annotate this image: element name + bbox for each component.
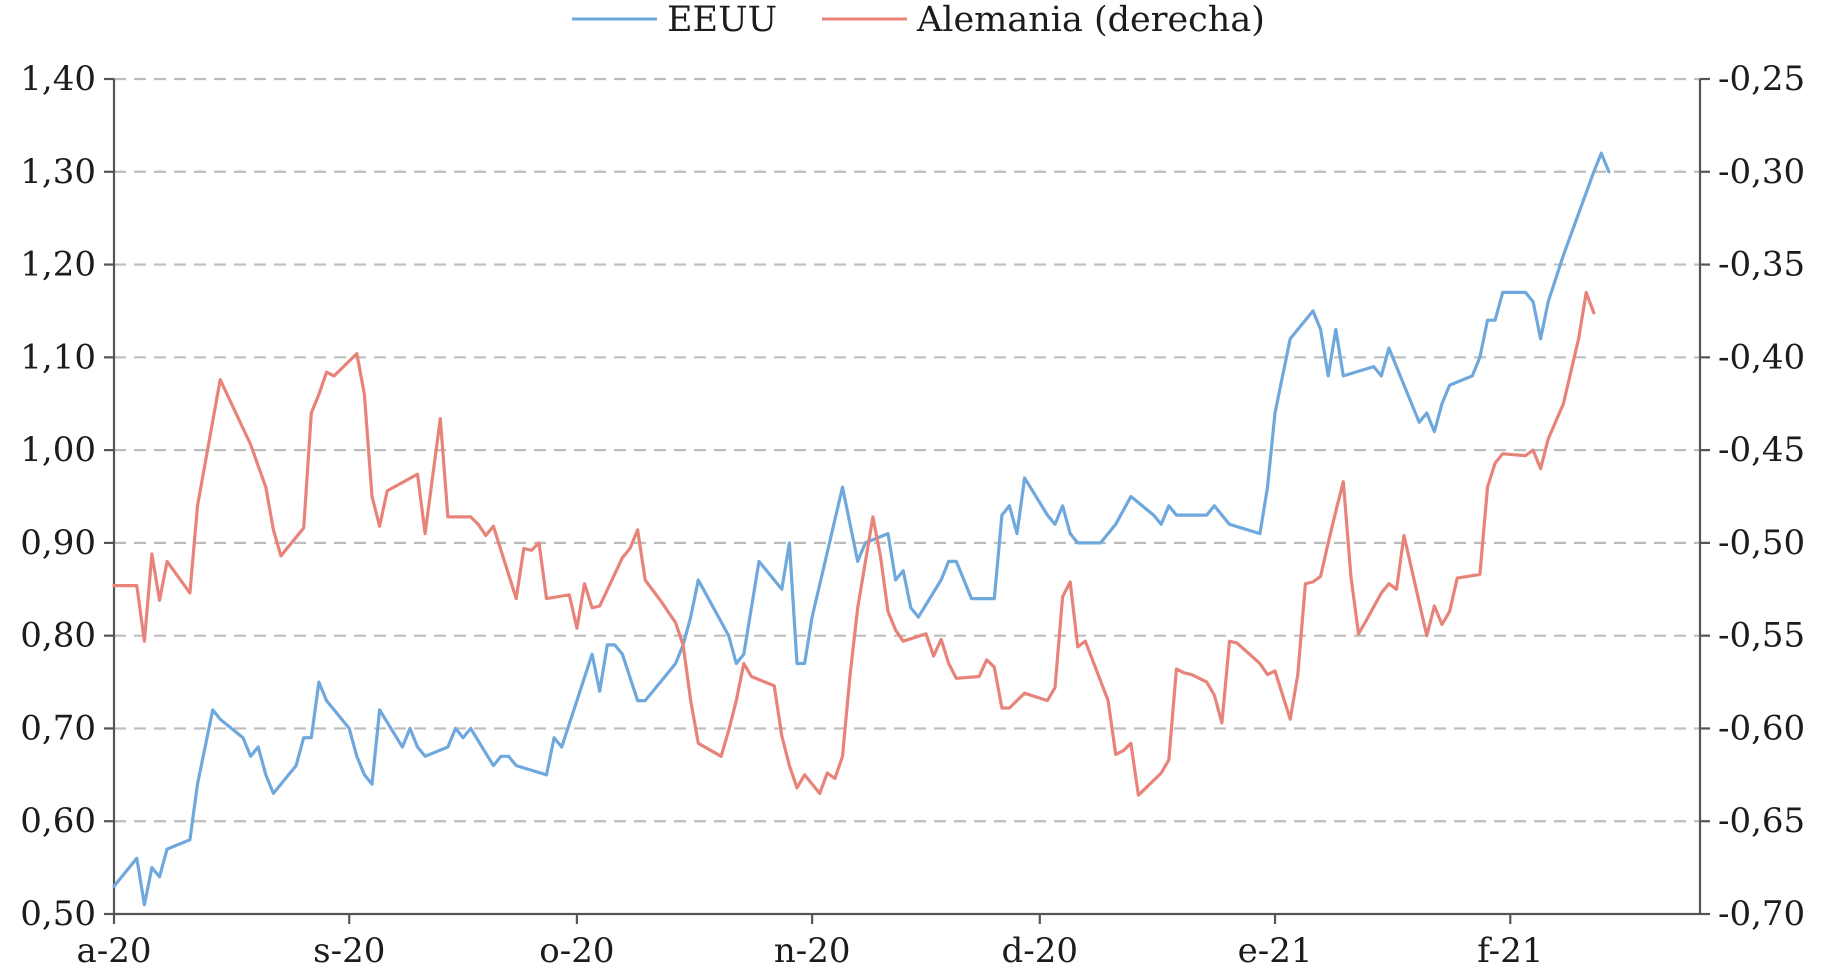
series-line-alemania (112, 290, 1596, 797)
x-tick-label: o-20 (539, 931, 614, 971)
axes (112, 79, 1702, 916)
y-axis-left: 0,50 0,60 0,70 0,80 0,90 1,00 1,10 1,20 1,30 1,40 (20, 59, 114, 934)
y-left-tick-label: 1,30 (20, 152, 96, 192)
y-left-tick-label: 1,00 (20, 430, 96, 470)
legend: EEUU Alemania (derecha) (572, 0, 1265, 40)
y-right-tick-label: -0,65 (1718, 801, 1805, 841)
series-line-eeuu (112, 151, 1611, 907)
x-tick-label: d-20 (1002, 931, 1079, 971)
y-right-tick-label: -0,45 (1718, 430, 1805, 470)
y-right-tick-label: -0,70 (1718, 894, 1805, 934)
series-lines (112, 151, 1611, 907)
y-left-tick-label: 1,40 (20, 59, 96, 99)
y-right-tick-label: -0,25 (1718, 59, 1805, 99)
y-left-tick-label: 0,50 (20, 894, 96, 934)
y-right-tick-label: -0,60 (1718, 708, 1805, 748)
y-right-tick-label: -0,40 (1718, 337, 1805, 377)
y-left-tick-label: 0,80 (20, 616, 96, 656)
legend-label-alemania: Alemania (derecha) (916, 0, 1265, 40)
x-tick-label: n-20 (774, 931, 851, 971)
y-left-tick-label: 1,20 (20, 245, 96, 285)
x-tick-label: s-20 (313, 931, 385, 971)
y-left-tick-label: 0,90 (20, 523, 96, 563)
y-left-tick-label: 0,60 (20, 801, 96, 841)
x-tick-label: a-20 (76, 931, 151, 971)
y-left-tick-label: 1,10 (20, 337, 96, 377)
gridlines (114, 77, 1700, 823)
y-axis-right: -0,70 -0,65 -0,60 -0,55 -0,50 -0,45 -0,40 -0,35… (1700, 59, 1805, 934)
y-left-tick-label: 0,70 (20, 708, 96, 748)
x-tick-label: f-21 (1477, 931, 1543, 971)
x-tick-label: e-21 (1238, 931, 1313, 971)
legend-label-eeuu: EEUU (667, 0, 777, 40)
x-axis: a-20 s-20 o-20 n-20 d-20 e-21 f-21 (76, 914, 1543, 971)
y-right-tick-label: -0,50 (1718, 523, 1805, 563)
y-right-tick-label: -0,30 (1718, 152, 1805, 192)
y-right-tick-label: -0,35 (1718, 245, 1805, 285)
y-right-tick-label: -0,55 (1718, 616, 1805, 656)
